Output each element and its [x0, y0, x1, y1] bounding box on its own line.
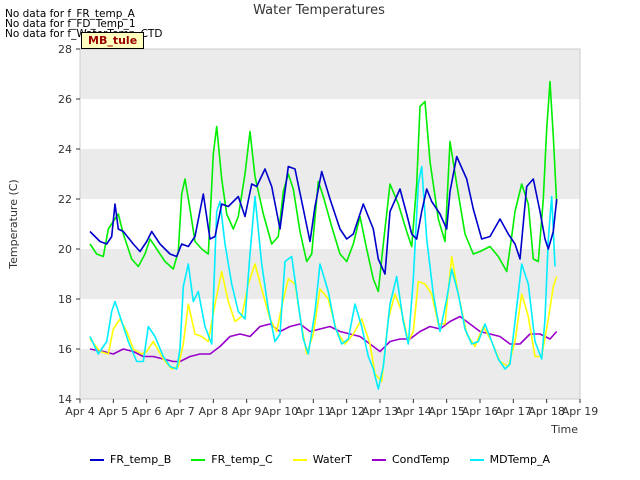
x-tick-label: Apr 8 [199, 405, 229, 418]
grid-band [80, 199, 580, 249]
y-tick-label: 20 [58, 243, 72, 256]
legend-swatch [90, 458, 104, 461]
series-line-FR_temp_C [89, 80, 558, 293]
legend-label: MDTemp_A [489, 453, 550, 466]
x-tick-label: Apr 18 [528, 405, 565, 418]
legend-item-FR_temp_C: FR_temp_C [191, 453, 273, 466]
grid-band [80, 149, 580, 199]
site-badge: MB_tule [81, 32, 145, 49]
x-tick-label: Apr 16 [462, 405, 499, 418]
legend-swatch [292, 458, 307, 461]
x-tick-label: Apr 19 [562, 405, 599, 418]
y-axis-label: Temperature (C) [7, 179, 20, 269]
y-tick-label: 24 [58, 143, 72, 156]
x-tick-label: Apr 4 [65, 405, 95, 418]
no-data-message-2: No data for f_FD_Temp_1 [5, 18, 136, 30]
y-tick-label: 22 [58, 193, 72, 206]
legend-item-CondTemp: CondTemp [371, 453, 450, 466]
legend-label: FR_temp_C [211, 453, 273, 466]
legend-label: WaterT [312, 453, 352, 466]
x-tick-label: Apr 9 [232, 405, 262, 418]
legend-item-FR_temp_B: FR_temp_B [90, 453, 171, 466]
series-lines [89, 80, 558, 390]
grid-bands [80, 49, 580, 399]
legend-swatch [191, 458, 206, 461]
grid-band [80, 249, 580, 299]
x-tick-label: Apr 5 [99, 405, 129, 418]
x-tick-label: Apr 13 [362, 405, 399, 418]
y-tick-label: 18 [58, 293, 72, 306]
plot-area [79, 48, 581, 400]
legend-label: CondTemp [391, 453, 450, 466]
y-tick-label: 26 [58, 93, 72, 106]
plot-border [79, 48, 581, 400]
legend-item-MDTemp_A: MDTemp_A [469, 453, 550, 466]
chart-title: Water Temperatures [253, 3, 385, 18]
x-tick-label: Apr 7 [165, 405, 195, 418]
y-tick-label: 14 [58, 393, 72, 406]
x-tick-label: Apr 11 [295, 405, 332, 418]
grid-band [80, 99, 580, 149]
x-tick-label: Apr 10 [262, 405, 299, 418]
y-tick-label: 28 [58, 43, 72, 56]
x-tick-label: Apr 15 [428, 405, 465, 418]
y-tick-label: 16 [58, 343, 72, 356]
x-tick-label: Apr 6 [132, 405, 162, 418]
x-tick-label: Apr 14 [395, 405, 432, 418]
grid-band [80, 49, 580, 99]
legend-swatch [371, 458, 386, 461]
legend-item-WaterT: WaterT [292, 453, 352, 466]
series-line-MDTemp_A [89, 165, 556, 390]
no-data-message-1: No data for f_FR_temp_A [5, 8, 135, 20]
legend-swatch [469, 458, 484, 461]
series-line-FR_temp_B [89, 155, 558, 275]
chart-legend: FR_temp_B FR_temp_C WaterT CondTemp MDTemp_A [0, 453, 640, 466]
x-axis-label: Time [550, 423, 578, 436]
legend-label: FR_temp_B [110, 453, 172, 466]
x-axis-ticks: Apr 4 Apr 5 Apr 6 Apr 7 Apr 8 Apr 9 Apr 10Apr … [65, 399, 598, 418]
y-axis-ticks: 14 16 18 20 22 24 26 28 [58, 43, 80, 406]
x-tick-label: Apr 17 [495, 405, 532, 418]
x-tick-label: Apr 12 [328, 405, 365, 418]
